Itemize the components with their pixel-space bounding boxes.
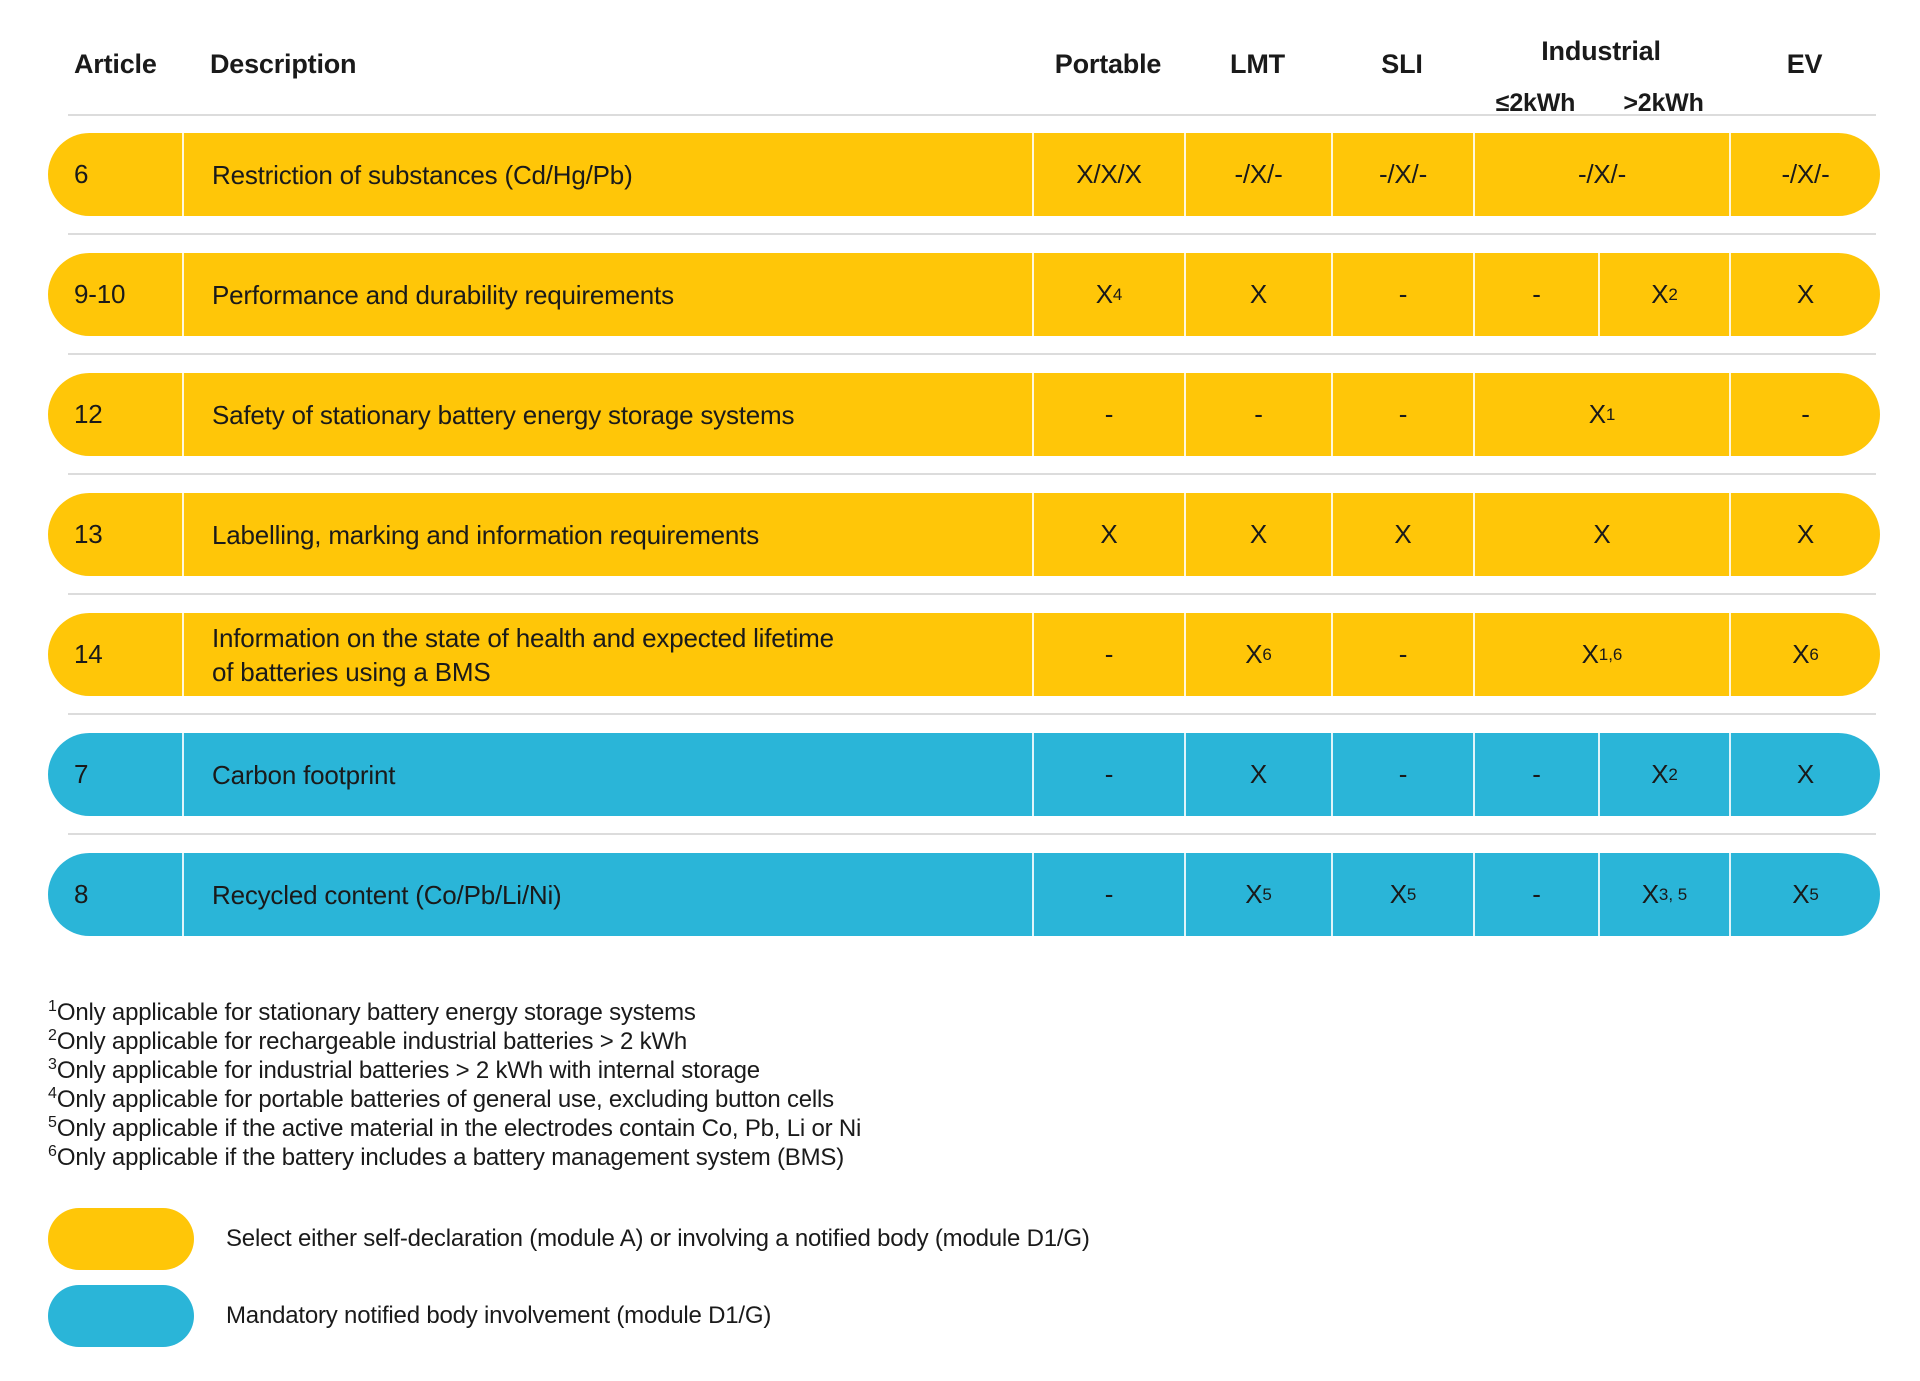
- cell-sli: -: [1331, 733, 1473, 816]
- table-row-article-13: 13 Labelling, marking and information re…: [48, 493, 1888, 576]
- cell-ev: X: [1729, 493, 1880, 576]
- industrial-subheaders: ≤2kWh >2kWh: [1473, 89, 1729, 118]
- cell-industrial-low: -: [1473, 853, 1598, 936]
- cell-industrial-merged: X: [1473, 493, 1729, 576]
- cell-industrial-high: X 3, 5: [1598, 853, 1729, 936]
- cell-sli: -: [1331, 253, 1473, 336]
- legend-label: Select either self-declaration (module A…: [226, 1225, 1090, 1252]
- column-header-description: Description: [210, 48, 357, 79]
- cell-portable: X: [1032, 493, 1184, 576]
- cell-industrial-low: -: [1473, 733, 1598, 816]
- legend-swatch-blue: [48, 1285, 194, 1347]
- cell-industrial-merged: X 1,6: [1473, 613, 1729, 696]
- cell-lmt: -/X/-: [1184, 133, 1331, 216]
- row-separator-line: [68, 713, 1876, 715]
- legend-label: Mandatory notified body involvement (mod…: [226, 1302, 772, 1329]
- cell-portable: -: [1032, 733, 1184, 816]
- cell-lmt: X: [1184, 493, 1331, 576]
- footnote: 3Only applicable for industrial batterie…: [48, 1056, 760, 1085]
- table-row-article-14: 14 Information on the state of health an…: [48, 613, 1888, 696]
- column-header-article: Article: [74, 48, 157, 79]
- legend-item-self-declaration: Select either self-declaration (module A…: [48, 1208, 1448, 1270]
- cell-ev: -: [1729, 373, 1880, 456]
- row-separator-line: [68, 233, 1876, 235]
- column-header-industrial-group: Industrial ≤2kWh >2kWh: [1473, 14, 1729, 117]
- cell-description: Carbon footprint: [182, 733, 1032, 816]
- cell-article: 12: [48, 373, 182, 456]
- row-separator-line: [68, 593, 1876, 595]
- cell-description: Performance and durability requirements: [182, 253, 1032, 336]
- cell-industrial-low: -: [1473, 253, 1598, 336]
- cell-portable: X/X/X: [1032, 133, 1184, 216]
- cell-article: 7: [48, 733, 182, 816]
- column-header-industrial-low: ≤2kWh: [1495, 89, 1576, 117]
- cell-description: Information on the state of health and e…: [182, 613, 1032, 696]
- cell-lmt: X: [1184, 253, 1331, 336]
- cell-article: 9-10: [48, 253, 182, 336]
- cell-article: 6: [48, 133, 182, 216]
- requirements-table: Article Description Portable LMT SLI Ind…: [48, 14, 1888, 936]
- column-header-industrial-high: >2kWh: [1623, 89, 1704, 117]
- cell-description: Restriction of substances (Cd/Hg/Pb): [182, 133, 1032, 216]
- column-header-industrial: Industrial: [1541, 36, 1661, 66]
- legend-item-mandatory-notified-body: Mandatory notified body involvement (mod…: [48, 1285, 1448, 1347]
- row-separator-line: [68, 833, 1876, 835]
- footnote: 5Only applicable if the active material …: [48, 1114, 862, 1143]
- footnote: 4Only applicable for portable batteries …: [48, 1085, 834, 1114]
- footnote: 1Only applicable for stationary battery …: [48, 998, 696, 1027]
- cell-article: 13: [48, 493, 182, 576]
- cell-sli: -/X/-: [1331, 133, 1473, 216]
- row-separator-line: [68, 473, 1876, 475]
- footnote: 2Only applicable for rechargeable indust…: [48, 1027, 688, 1056]
- column-header-lmt: LMT: [1230, 48, 1285, 79]
- footnote: 6Only applicable if the battery includes…: [48, 1143, 845, 1172]
- table-row-article-12: 12 Safety of stationary battery energy s…: [48, 373, 1888, 456]
- cell-sli: X: [1331, 493, 1473, 576]
- legend: Select either self-declaration (module A…: [48, 1208, 1448, 1362]
- legend-swatch-yellow: [48, 1208, 194, 1270]
- cell-lmt: X: [1184, 733, 1331, 816]
- cell-ev: X: [1729, 733, 1880, 816]
- footnotes: 1Only applicable for stationary battery …: [48, 998, 861, 1172]
- cell-description: Recycled content (Co/Pb/Li/Ni): [182, 853, 1032, 936]
- column-header-ev: EV: [1786, 48, 1823, 79]
- table-row-article-6: 6 Restriction of substances (Cd/Hg/Pb) X…: [48, 133, 1888, 216]
- column-header-sli: SLI: [1381, 48, 1423, 79]
- cell-sli: -: [1331, 373, 1473, 456]
- column-header-portable: Portable: [1054, 48, 1162, 79]
- table-body: 6 Restriction of substances (Cd/Hg/Pb) X…: [48, 133, 1888, 936]
- cell-article: 14: [48, 613, 182, 696]
- table-header-row: Article Description Portable LMT SLI Ind…: [48, 14, 1888, 117]
- cell-ev: -/X/-: [1729, 133, 1880, 216]
- cell-ev: X: [1729, 253, 1880, 336]
- cell-portable: -: [1032, 613, 1184, 696]
- row-separator-line: [68, 353, 1876, 355]
- cell-description: Labelling, marking and information requi…: [182, 493, 1032, 576]
- cell-lmt: -: [1184, 373, 1331, 456]
- cell-description: Safety of stationary battery energy stor…: [182, 373, 1032, 456]
- cell-article: 8: [48, 853, 182, 936]
- table-row-article-9-10: 9-10 Performance and durability requirem…: [48, 253, 1888, 336]
- cell-portable: -: [1032, 853, 1184, 936]
- header-separator-line: [68, 114, 1876, 116]
- cell-sli: -: [1331, 613, 1473, 696]
- cell-portable: -: [1032, 373, 1184, 456]
- cell-industrial-merged: -/X/-: [1473, 133, 1729, 216]
